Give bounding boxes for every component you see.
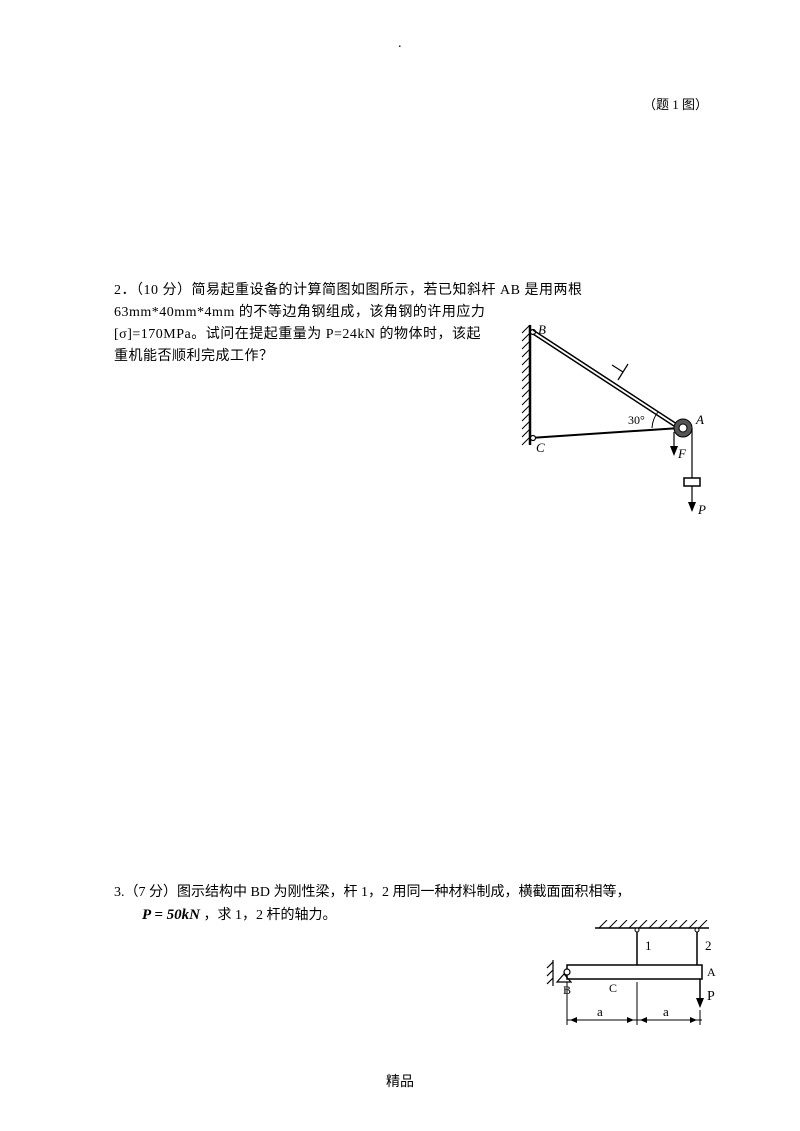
label-A: A xyxy=(707,965,716,979)
member-ab-2 xyxy=(533,334,680,430)
label-p: P xyxy=(697,502,706,517)
dim-arr-r2 xyxy=(690,1017,697,1023)
angle-label: 30° xyxy=(628,413,645,427)
q3-diagram: 1 2 A B C P a a xyxy=(537,920,722,1050)
label-a: A xyxy=(695,412,704,427)
pin-rod1-top xyxy=(635,928,639,932)
member-ca xyxy=(530,428,680,438)
pulley-inner xyxy=(679,424,687,432)
pin-c xyxy=(531,436,536,441)
weight-block xyxy=(684,478,700,486)
footer-text: 精品 xyxy=(0,1071,800,1091)
perp-mark xyxy=(612,364,628,380)
label-f: F xyxy=(677,446,687,461)
dim-a2: a xyxy=(663,1004,669,1019)
dim-arr-r1 xyxy=(627,1017,634,1023)
label-P: P xyxy=(707,989,715,1004)
q3-line2-suffix: ，求 1，2 杆的轴力。 xyxy=(200,908,337,923)
dim-a1: a xyxy=(597,1004,603,1019)
top-dot: . xyxy=(398,36,402,52)
arrow-p xyxy=(688,502,696,512)
arrow-f xyxy=(670,446,678,456)
ceiling-hatch xyxy=(599,920,707,928)
q2-line3: [σ]=170MPa。试问在提起重量为 P=24kN 的物体时，该起 xyxy=(114,324,534,346)
q2-line2: 63mm*40mm*4mm 的不等边角钢组成，该角钢的许用应力 xyxy=(114,302,534,324)
dim-arr-l1 xyxy=(570,1017,577,1023)
q3-line1: 3.（7 分）图示结构中 BD 为刚性梁，杆 1，2 用同一种材料制成，横截面面… xyxy=(114,882,710,904)
q2-line4: 重机能否顺利完成工作？ xyxy=(114,346,534,368)
label-b: B xyxy=(538,322,546,337)
rigid-beam xyxy=(567,965,702,979)
force-p-arrow xyxy=(696,998,704,1008)
label-C: C xyxy=(609,981,617,995)
q2-diagram: 30° B C A F P xyxy=(520,320,720,530)
figure1-caption: （题 1 图） xyxy=(643,94,708,113)
q3-p-value: P = 50kN xyxy=(142,907,200,923)
label-2: 2 xyxy=(705,938,712,953)
label-1: 1 xyxy=(645,938,652,953)
dim-arr-l2 xyxy=(640,1017,647,1023)
member-ab-1 xyxy=(533,330,680,426)
q2-line1: 2．（10 分）简易起重设备的计算简图如图所示，若已知斜杆 AB 是用两根 xyxy=(114,280,710,302)
pin-rod2-top xyxy=(695,928,699,932)
label-c: C xyxy=(536,440,545,455)
label-B: B xyxy=(563,983,571,997)
